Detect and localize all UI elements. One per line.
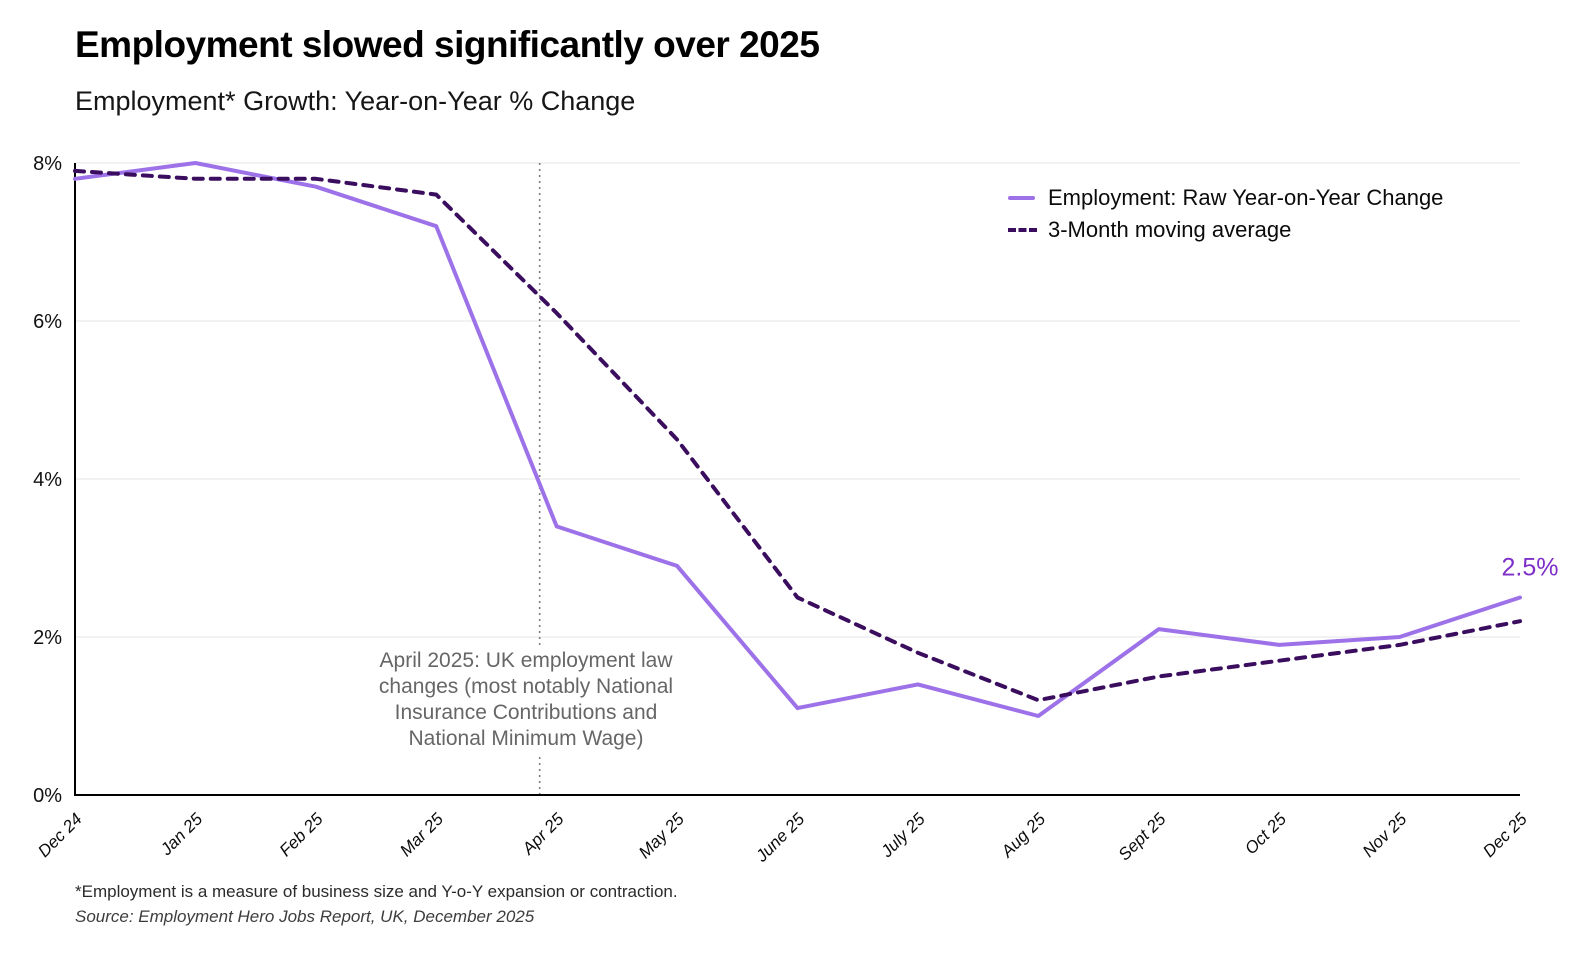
- x-tick-label: Dec 25: [1479, 809, 1531, 861]
- annotation-line: April 2025: UK employment law: [379, 649, 673, 672]
- y-tick-label: 2%: [33, 627, 62, 649]
- x-tick-label: June 25: [751, 809, 808, 866]
- annotation-line: National Minimum Wage): [408, 727, 644, 750]
- annotation-line: Insurance Contributions and: [394, 701, 658, 724]
- dashed-line-swatch-icon: [1008, 228, 1037, 232]
- raw-change-line: [73, 161, 1522, 718]
- page-title: Employment slowed significantly over 202…: [75, 24, 820, 65]
- end-value-label: 2.5%: [1502, 554, 1559, 582]
- x-tick-label: Dec 24: [34, 809, 86, 861]
- y-tick-label: 4%: [33, 469, 62, 491]
- legend-label-moving-average: 3-Month moving average: [1048, 217, 1292, 242]
- x-tick-label: Nov 25: [1359, 809, 1411, 861]
- x-tick-label: Oct 25: [1241, 809, 1290, 858]
- x-tick-label: July 25: [877, 809, 930, 862]
- x-tick-label: Aug 25: [997, 809, 1050, 862]
- x-tick-label: Feb 25: [276, 809, 327, 860]
- chart-plot-area: 0% 2% 4% 6% 8% Dec 24 Jan 25 Feb 25 Mar 25 Apr 25…: [33, 153, 1559, 866]
- x-tick-label: Jan 25: [156, 809, 207, 860]
- x-tick-label: Apr 25: [518, 809, 568, 859]
- solid-line-swatch-icon: [1008, 196, 1035, 200]
- footnote-definition: *Employment is a measure of business siz…: [75, 882, 678, 901]
- annotation-line: changes (most notably National: [378, 675, 674, 698]
- footnote-source: Source: Employment Hero Jobs Report, UK,…: [75, 907, 535, 926]
- y-tick-label: 0%: [33, 785, 62, 807]
- chart-legend: Employment: Raw Year-on-Year Change 3-Mo…: [1008, 183, 1443, 245]
- x-tick-label: Mar 25: [396, 809, 447, 860]
- y-tick-label: 6%: [33, 311, 62, 333]
- y-tick-label: 8%: [33, 153, 62, 175]
- legend-item-moving-average: 3-Month moving average: [1008, 215, 1443, 245]
- x-tick-label: May 25: [635, 809, 688, 862]
- x-tick-label: Sept 25: [1115, 809, 1170, 864]
- legend-label-raw: Employment: Raw Year-on-Year Change: [1048, 185, 1444, 210]
- chart-subtitle: Employment* Growth: Year-on-Year % Chang…: [75, 86, 636, 116]
- event-annotation: April 2025: UK employment law changes (m…: [350, 646, 702, 756]
- moving-average-line: [73, 168, 1522, 703]
- legend-item-raw: Employment: Raw Year-on-Year Change: [1008, 183, 1443, 213]
